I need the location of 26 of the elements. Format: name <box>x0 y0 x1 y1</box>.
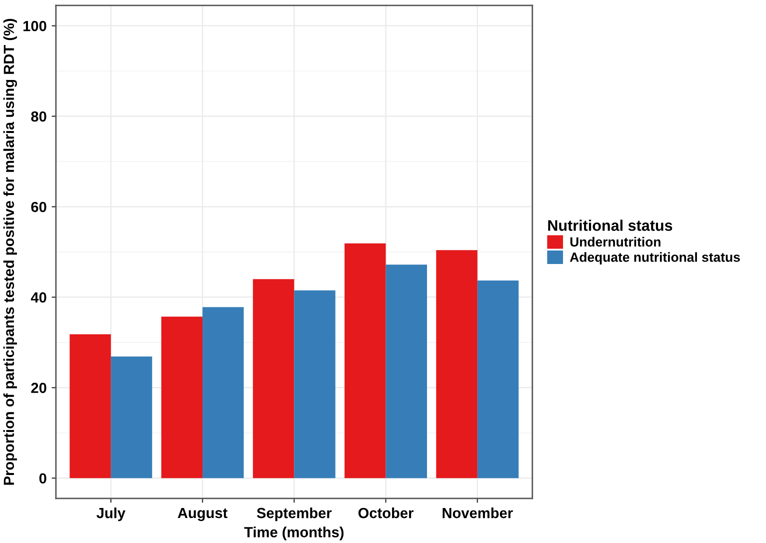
y-tick-label: 60 <box>31 202 46 212</box>
y-tick-label: 20 <box>31 382 46 394</box>
bar <box>252 279 294 478</box>
x-tick-label: November <box>442 508 513 518</box>
y-tick-label: 0 <box>39 473 46 484</box>
y-tick-label: 80 <box>31 111 46 122</box>
legend-label: Adequate nutritional status <box>570 252 740 264</box>
x-tick-label: September <box>256 508 332 522</box>
bar <box>386 264 427 478</box>
bar <box>161 316 203 478</box>
bar <box>110 356 152 478</box>
bar <box>294 290 336 478</box>
y-axis-title: Proportion of participants tested positive for malaria using RDT (%) <box>3 18 18 485</box>
y-tick-label: 100 <box>23 20 46 32</box>
x-tick-label: August <box>178 508 228 522</box>
x-axis-title: Time (months) <box>244 526 344 540</box>
legend-label: Undernutrition <box>570 236 660 247</box>
bar <box>70 334 111 478</box>
bar <box>202 307 244 478</box>
bar <box>477 280 519 478</box>
legend-title: Nutritional status <box>548 220 672 231</box>
x-tick-label: July <box>96 508 126 522</box>
y-tick-label: 40 <box>30 292 46 303</box>
bar <box>436 250 478 478</box>
x-tick-label: October <box>358 508 414 518</box>
bar <box>344 243 386 478</box>
